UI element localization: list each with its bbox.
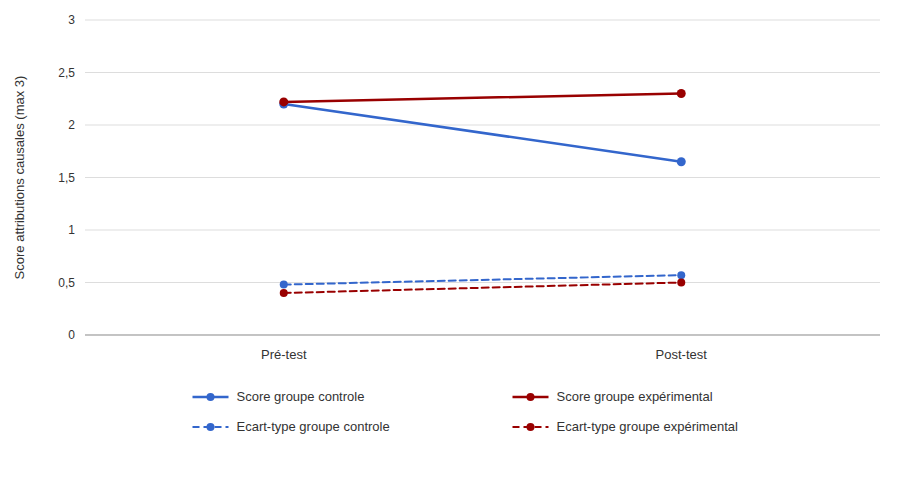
y-tick-label: 2 <box>68 118 75 132</box>
legend: Score groupe controle Score groupe expéri… <box>193 389 738 434</box>
y-tick-label: 2,5 <box>58 66 75 80</box>
point <box>677 279 685 287</box>
grid-line <box>85 125 880 126</box>
legend-label: Score groupe expérimental <box>557 389 713 404</box>
grid-line <box>85 335 880 336</box>
y-tick-label: 0,5 <box>58 276 75 290</box>
point <box>279 97 288 106</box>
line <box>284 275 682 284</box>
plot-area <box>279 89 686 297</box>
legend-label: Ecart-type groupe controle <box>237 419 390 434</box>
x-axis-line <box>85 335 880 336</box>
series <box>279 100 686 167</box>
x-tick-label: Post-test <box>656 347 708 362</box>
legend-marker <box>527 393 535 401</box>
legend-item: Ecart-type groupe expérimental <box>513 419 738 434</box>
grid-line <box>85 72 880 73</box>
legend-item: Score groupe controle <box>193 389 365 404</box>
legend-marker <box>527 423 535 431</box>
y-tick-label: 3 <box>68 13 75 27</box>
line <box>284 283 682 294</box>
chart: 0 0,5 1 1,5 2 2,5 3 Score attributions causales… <box>0 0 905 487</box>
series <box>280 271 686 288</box>
line <box>284 94 682 102</box>
y-axis-label: Score attributions causales (max 3) <box>12 76 27 280</box>
grid <box>85 20 880 335</box>
series <box>279 89 686 106</box>
legend-marker <box>207 423 215 431</box>
point <box>677 271 685 279</box>
point <box>677 157 686 166</box>
y-tick-label: 0 <box>68 328 75 342</box>
grid-line <box>85 230 880 231</box>
series <box>280 279 686 298</box>
grid-line <box>85 282 880 283</box>
y-tick-label: 1 <box>68 223 75 237</box>
legend-label: Ecart-type groupe expérimental <box>557 419 738 434</box>
point <box>280 281 288 289</box>
legend-item: Score groupe expérimental <box>513 389 713 404</box>
grid-line <box>85 177 880 178</box>
point <box>280 289 288 297</box>
line <box>284 104 682 162</box>
legend-item: Ecart-type groupe controle <box>193 419 390 434</box>
y-tick-label: 1,5 <box>58 171 75 185</box>
legend-label: Score groupe controle <box>237 389 365 404</box>
legend-marker <box>207 393 215 401</box>
grid-line <box>85 20 880 21</box>
point <box>677 89 686 98</box>
x-tick-label: Pré-test <box>261 347 307 362</box>
